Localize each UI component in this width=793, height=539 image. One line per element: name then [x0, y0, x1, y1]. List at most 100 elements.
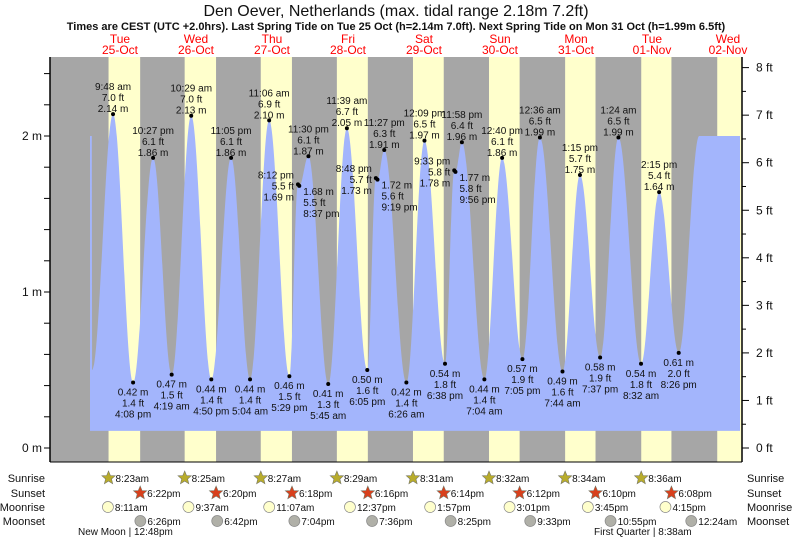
moonset-icon	[604, 515, 617, 527]
low-tide-label: 6:05 pm	[349, 397, 385, 408]
moonset-time: 6:26pm	[147, 517, 180, 528]
low-tide-label: 4:08 pm	[115, 409, 151, 420]
low-tide-label: 0.41 m	[313, 389, 344, 400]
sunrise-icon	[481, 470, 497, 485]
day-date-label: 29-Oct	[406, 43, 443, 57]
moonrise-time: 12:37pm	[357, 503, 396, 514]
low-tide-point	[482, 377, 487, 382]
moonset-icon	[685, 515, 698, 527]
day-date-label: 27-Oct	[254, 43, 291, 57]
sunrise-icon	[633, 470, 649, 485]
high-tide-label: 1.91 m	[369, 140, 400, 151]
right-tick-label: 6 ft	[756, 156, 773, 170]
low-tide-label: 5:45 am	[310, 411, 346, 422]
low-tide-label: 0.58 m	[585, 363, 616, 374]
sunrise-time: 8:34am	[572, 474, 605, 485]
axes: 0 m 1 m 2 m 0 ft 1 ft 2 ft 3 ft 4 ft 5 ft 6 ft 7 f…	[22, 57, 773, 463]
sunrise-icon	[329, 470, 345, 485]
low-tide-point	[453, 169, 458, 174]
moonset-icon	[288, 515, 301, 527]
sunset-icon	[132, 485, 148, 500]
low-tide-label: 8:32 am	[623, 391, 659, 402]
low-tide-label: 6:38 pm	[427, 391, 463, 402]
low-tide-point	[443, 361, 448, 366]
high-tide-point	[577, 173, 582, 177]
right-tick-label: 0 ft	[756, 441, 773, 455]
sunrise-time: 8:32am	[496, 474, 529, 485]
low-tide-label: 1.6 ft	[551, 388, 573, 399]
low-tide-label: 5.8 ft	[459, 184, 481, 195]
moonrise-icon	[263, 501, 276, 513]
high-tide-label: 6.4 ft	[451, 121, 473, 132]
moonrise-icon	[344, 501, 356, 513]
high-tide-point	[306, 154, 311, 159]
low-tide-label: 1.4 ft	[395, 398, 417, 409]
sunrise-time: 8:31am	[420, 474, 453, 485]
moonrise-time: 3:01pm	[517, 503, 550, 514]
sunrise-time: 8:25am	[192, 474, 225, 485]
high-tide-label: 9:33 pm	[414, 156, 450, 167]
day-date-label: 25-Oct	[102, 43, 139, 57]
low-tide-label: 1.5 ft	[278, 392, 300, 403]
low-tide-point	[639, 361, 644, 366]
low-tide-point	[287, 374, 292, 379]
low-tide-label: 1.8 ft	[434, 380, 456, 391]
sunset-row-label-right: Sunset	[747, 488, 781, 500]
low-tide-point	[520, 357, 525, 362]
high-tide-label: 1.78 m	[420, 178, 451, 189]
high-tide-label: 7.0 ft	[180, 95, 202, 106]
high-tide-label: 5.8 ft	[428, 167, 450, 178]
day-name-label: Fri	[341, 32, 355, 46]
high-tide-label: 12:09 pm	[404, 109, 446, 120]
low-tide-point	[248, 377, 253, 382]
moonrise-icon	[659, 501, 672, 513]
high-tide-label: 7.0 ft	[102, 93, 124, 104]
low-tide-label: 1.3 ft	[317, 400, 339, 411]
sunrise-icon	[253, 470, 269, 485]
moonset-row-label-right: Moonset	[747, 516, 789, 528]
high-tide-point	[189, 113, 194, 118]
high-tide-point	[422, 138, 427, 143]
moonrise-icon	[182, 501, 195, 513]
high-tide-label: 1.73 m	[341, 186, 372, 197]
low-tide-label: 9:56 pm	[459, 195, 495, 206]
high-tide-label: 1.75 m	[565, 165, 596, 176]
sunrise-time: 8:23am	[116, 474, 149, 485]
high-tide-label: 6.7 ft	[336, 107, 358, 118]
low-tide-label: 0.44 m	[235, 384, 266, 395]
low-tide-label: 5.6 ft	[382, 192, 404, 203]
right-tick-label: 2 ft	[756, 346, 773, 360]
high-tide-point	[111, 112, 116, 117]
left-tick-label: 0 m	[22, 441, 42, 455]
right-tick-label: 3 ft	[756, 298, 773, 312]
high-tide-label: 1:24 am	[600, 106, 636, 117]
high-tide-label: 12:36 am	[519, 106, 561, 117]
day-labels: Tue25-OctWed26-OctThu27-OctFri28-OctSat2…	[102, 32, 747, 57]
high-tide-label: 2:15 pm	[641, 160, 677, 171]
sunset-time: 6:22pm	[147, 489, 180, 500]
high-tide-point	[459, 140, 464, 145]
right-tick-label: 4 ft	[756, 251, 773, 265]
high-tide-label: 1.86 m	[216, 148, 247, 159]
day-date-label: 26-Oct	[178, 43, 215, 57]
low-tide-label: 1.9 ft	[511, 375, 533, 386]
low-tide-label: 0.50 m	[352, 375, 383, 386]
moonset-time: 12:24am	[698, 517, 737, 528]
low-tide-label: 1.8 ft	[630, 380, 652, 391]
low-tide-label: 1.68 m	[303, 187, 334, 198]
high-tide-label: 6.5 ft	[413, 120, 435, 131]
low-tide-label: 0.44 m	[196, 384, 227, 395]
moonset-icon	[366, 515, 378, 527]
sunset-icon	[588, 485, 603, 500]
day-date-label: 30-Oct	[482, 43, 519, 57]
low-tide-label: 0.42 m	[391, 387, 422, 398]
high-tide-label: 5.7 ft	[350, 175, 372, 186]
day-name-label: Tue	[110, 32, 131, 46]
high-tide-point	[267, 118, 272, 123]
sunrise-icon	[177, 470, 193, 485]
moonset-time: 6:42pm	[224, 517, 257, 528]
low-tide-label: 9:19 pm	[382, 203, 418, 214]
right-tick-label: 1 ft	[756, 393, 773, 407]
high-tide-point	[500, 155, 505, 160]
